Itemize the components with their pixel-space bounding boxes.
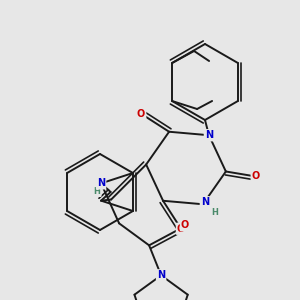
Text: H: H bbox=[94, 187, 100, 196]
Text: N: N bbox=[205, 130, 213, 140]
Text: O: O bbox=[177, 224, 185, 234]
Text: N: N bbox=[157, 270, 165, 280]
Text: N: N bbox=[97, 178, 105, 188]
Text: O: O bbox=[181, 220, 189, 230]
Text: O: O bbox=[252, 172, 260, 182]
Text: O: O bbox=[137, 109, 145, 119]
Text: N: N bbox=[201, 197, 209, 207]
Text: H: H bbox=[212, 208, 218, 217]
